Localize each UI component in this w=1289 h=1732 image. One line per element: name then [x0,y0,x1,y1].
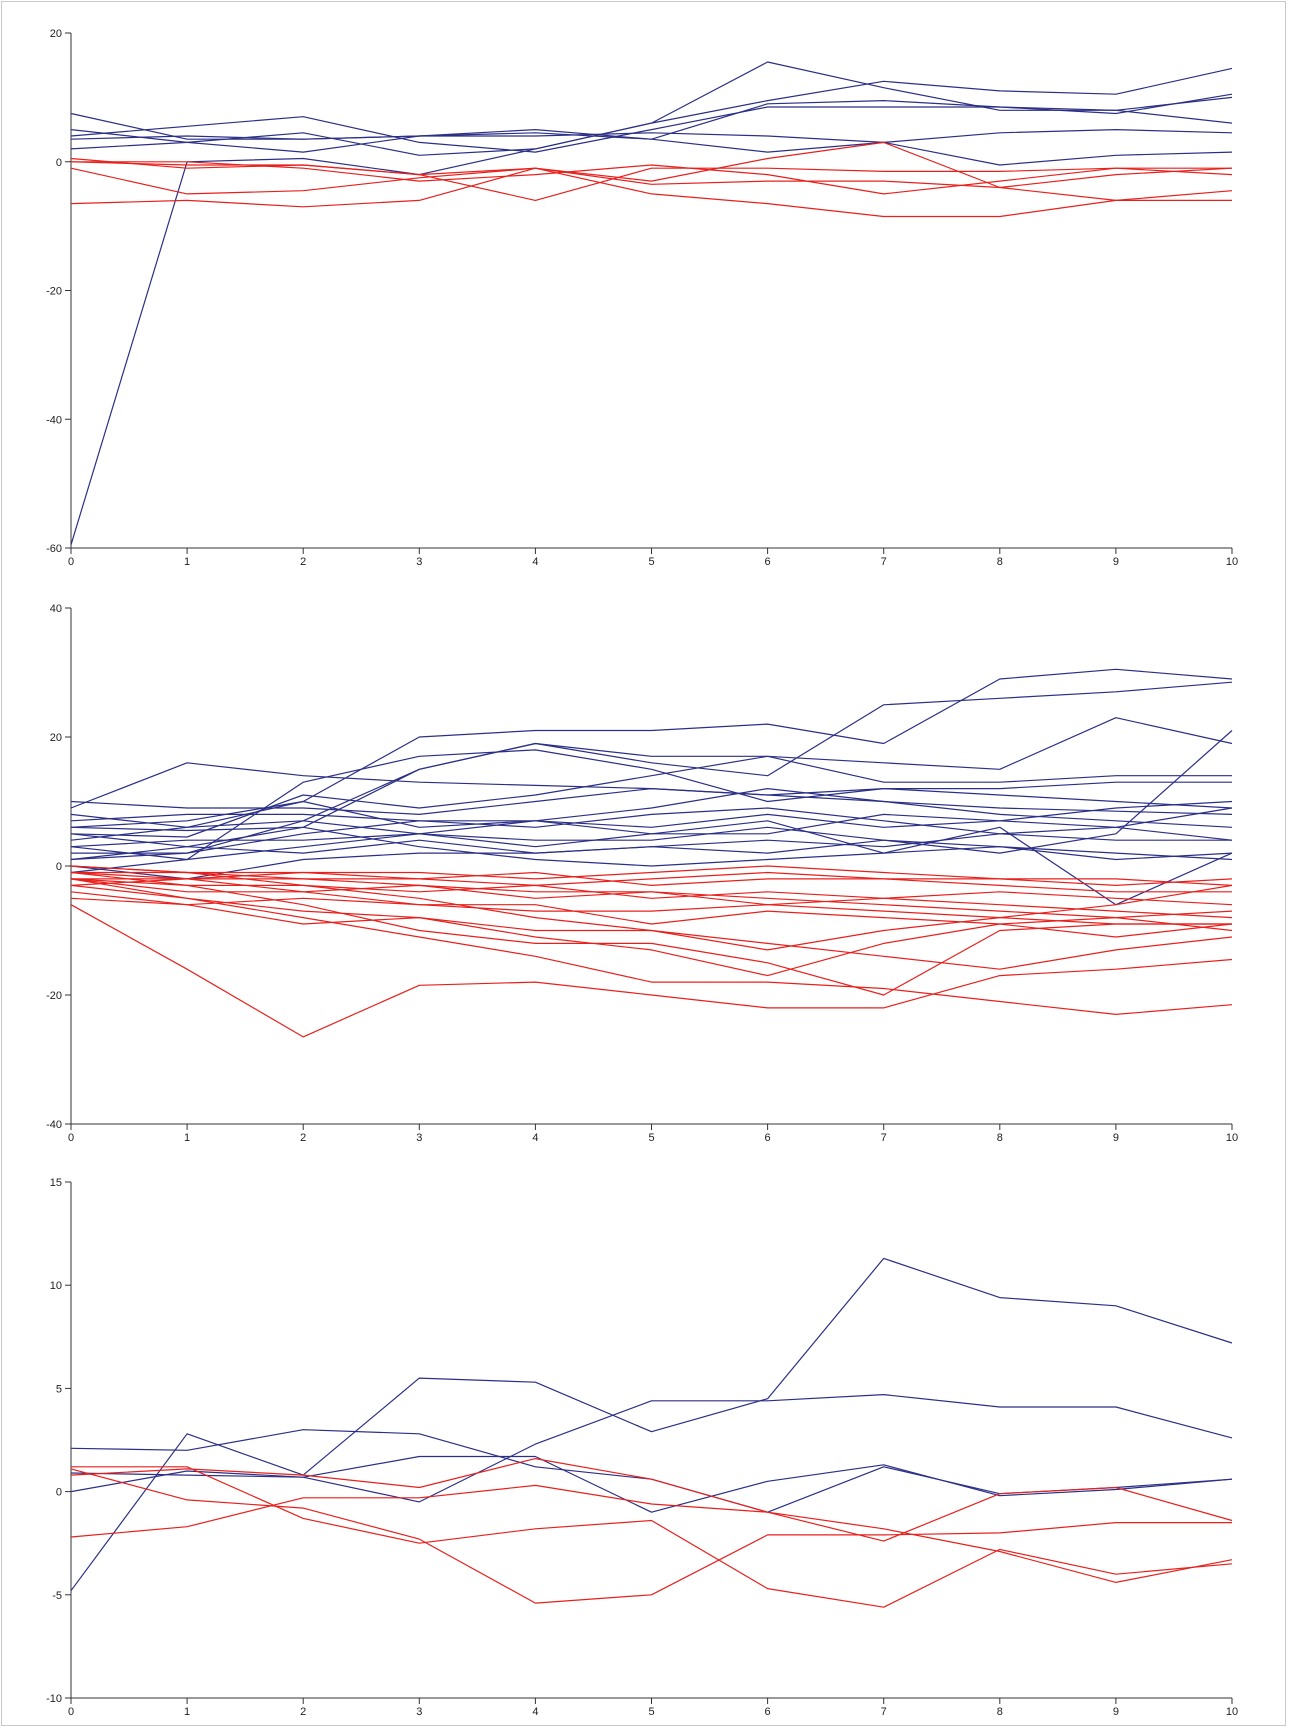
series-line-blue [70,755,1232,838]
series-line-red [70,891,1232,925]
series-line-blue [70,826,1233,867]
series-line-blue [70,1257,1233,1592]
series-line-red [70,878,1233,906]
x-tick-label: 4 [532,556,538,568]
y-tick-label: 5 [56,1383,62,1395]
series-line-blue [70,813,1233,906]
series-line-blue [70,787,1233,816]
x-tick-label: 2 [300,556,306,568]
y-tick-label: -5 [52,1590,62,1602]
series-line-blue [70,813,1233,848]
series-line-red [70,878,1233,1016]
y-tick-label: 20 [50,732,62,744]
x-tick-label: 6 [765,1706,771,1718]
series-line-blue [70,67,1233,156]
x-tick-label: 8 [997,1706,1003,1718]
y-tick-label: 0 [56,1487,62,1499]
series-line-blue [70,681,1233,861]
x-tick-label: 9 [1113,556,1119,568]
series-line-red [71,865,1233,886]
y-tick-label: -10 [46,1693,62,1705]
x-tick-label: 5 [648,1706,654,1718]
series-line-red [70,1457,1233,1542]
x-tick-label: 10 [1226,1706,1238,1718]
x-tick-label: 0 [68,1706,74,1718]
series-line-red [70,1484,1233,1584]
x-tick-label: 5 [648,1132,654,1144]
series-line-blue [70,99,1233,140]
series-line-red [70,167,1233,208]
x-tick-label: 7 [881,1132,887,1144]
x-tick-label: 6 [765,556,771,568]
x-tick-label: 0 [68,556,74,568]
x-tick-label: 9 [1113,1706,1119,1718]
series-line-blue [70,129,1233,166]
x-tick-label: 3 [416,1132,422,1144]
x-tick-label: 8 [997,1132,1003,1144]
y-tick-label: 40 [50,603,62,615]
series-line-red [70,167,1232,218]
x-tick-label: 4 [532,1132,538,1144]
y-tick-label: 10 [50,1280,62,1292]
x-tick-label: 6 [765,1132,771,1144]
y-tick-label: 0 [56,157,62,169]
y-tick-label: 15 [50,1177,62,1189]
series-line-red [70,897,1233,977]
series-line-red [70,865,1233,887]
series-line-blue [70,1429,1233,1513]
x-tick-label: 7 [881,1706,887,1718]
series-line-red [70,884,1233,970]
x-tick-label: 0 [68,1132,74,1144]
y-tick-label: -60 [46,543,62,555]
y-tick-label: -40 [46,414,62,426]
series-line-red [71,1466,1233,1608]
series-line-blue [70,128,1233,153]
y-tick-label: -20 [46,286,62,298]
x-tick-label: 10 [1226,1132,1238,1144]
series-line-blue [70,807,1232,841]
series-line-blue [70,717,1233,832]
series-line-blue [70,730,1233,861]
x-tick-label: 1 [184,1132,190,1144]
x-tick-label: 3 [416,556,422,568]
x-tick-label: 2 [300,1706,306,1718]
y-tick-label: -40 [46,1119,62,1131]
series-line-blue [70,61,1233,545]
series-line-blue [70,93,1233,153]
x-tick-label: 10 [1226,556,1238,568]
series-line-blue [70,1393,1233,1503]
series-line-red [70,871,1233,919]
x-tick-label: 1 [184,556,190,568]
series-line-red [70,878,1233,938]
x-tick-label: 9 [1113,1132,1119,1144]
series-line-red [70,1468,1232,1604]
x-tick-label: 1 [184,1706,190,1718]
x-tick-label: 7 [881,556,887,568]
series-line-red [70,141,1233,189]
series-line-red [70,161,1232,201]
y-tick-label: 0 [56,861,62,873]
series-line-red [70,904,1233,1038]
x-tick-label: 8 [997,556,1003,568]
x-tick-label: 3 [416,1706,422,1718]
series-line-blue [70,668,1233,841]
x-tick-label: 2 [300,1132,306,1144]
y-tick-label: 20 [50,28,62,40]
series-line-red [70,871,1232,996]
series-line-blue [70,1455,1233,1513]
x-tick-label: 4 [532,1706,538,1718]
y-tick-label: -20 [46,990,62,1002]
x-tick-label: 5 [648,556,654,568]
series-line-red [71,871,1232,893]
